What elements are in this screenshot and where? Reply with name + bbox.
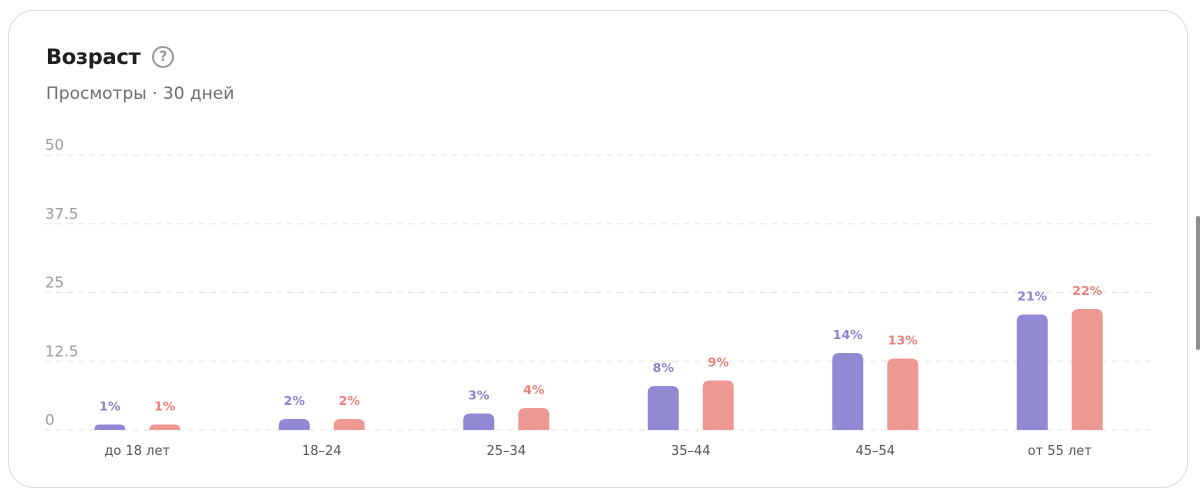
data-label: 22% <box>1072 283 1102 298</box>
x-tick-label: 25–34 <box>486 444 526 459</box>
x-tick-label: 45–54 <box>855 444 895 459</box>
data-label: 14% <box>833 327 863 342</box>
y-tick-label: 25 <box>45 274 64 292</box>
data-label: 4% <box>523 382 545 397</box>
data-label: 1% <box>99 399 121 414</box>
bar <box>647 386 679 430</box>
card-title: Возраст <box>46 45 141 69</box>
y-tick-label: 50 <box>45 136 64 154</box>
bar <box>149 424 181 430</box>
bar <box>94 424 126 430</box>
bar <box>1071 309 1103 430</box>
data-label: 1% <box>154 399 176 414</box>
data-label: 8% <box>653 360 675 375</box>
scrollbar-thumb[interactable] <box>1196 216 1200 350</box>
data-label: 13% <box>888 333 918 348</box>
card-header: Возраст ? <box>46 45 175 69</box>
y-tick-label: 12.5 <box>45 342 78 360</box>
bar <box>832 353 864 430</box>
bar <box>463 413 495 430</box>
data-label: 21% <box>1017 289 1047 304</box>
bar <box>1016 314 1048 430</box>
y-tick-label: 37.5 <box>45 205 78 223</box>
y-tick-label: 0 <box>45 411 55 429</box>
x-tick-label: от 55 лет <box>1028 444 1093 459</box>
x-tick-label: 35–44 <box>671 444 711 459</box>
bar <box>278 419 310 430</box>
data-label: 2% <box>339 393 361 408</box>
data-label: 9% <box>708 355 730 370</box>
x-tick-label: до 18 лет <box>104 444 170 459</box>
card-subtitle: Просмотры · 30 дней <box>46 84 235 104</box>
x-tick-label: 18–24 <box>302 444 342 459</box>
age-chart-card: Возраст ? Просмотры · 30 дней <box>8 10 1188 488</box>
question-circle-icon[interactable]: ? <box>152 46 175 68</box>
bar <box>333 419 365 430</box>
data-label: 2% <box>284 393 306 408</box>
bar <box>518 408 550 430</box>
bar <box>887 358 919 430</box>
bar <box>702 380 734 430</box>
data-label: 3% <box>468 388 490 403</box>
